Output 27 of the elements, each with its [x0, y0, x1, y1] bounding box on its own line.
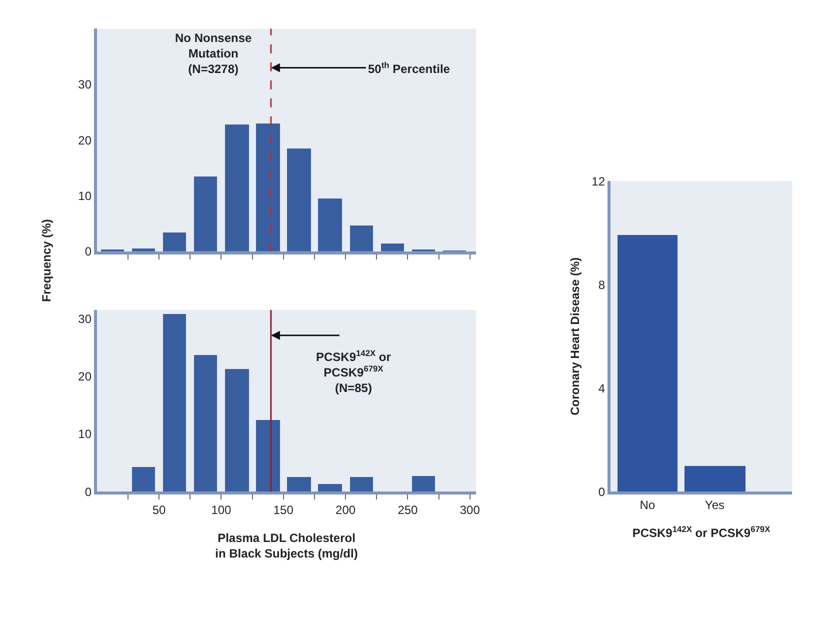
y-tick-label: 0 — [84, 484, 92, 499]
text: PCSK9$^{142X}$ or PCSK9$^{679X}$ (N=85) — [316, 348, 391, 396]
x-axis-title: PCSK9$^{142X}$ or PCSK9$^{679X}$ — [632, 524, 771, 540]
x-tick-label: No — [640, 498, 656, 512]
y-axis-title: Coronary Heart Disease (%) — [568, 257, 582, 416]
x-tick-label: 200 — [336, 503, 356, 518]
y-tick-label: 20 — [78, 370, 92, 384]
y-tick-label: 10 — [78, 188, 92, 203]
y-tick-label: 4 — [598, 381, 606, 396]
y-tick-label: 0 — [84, 244, 92, 259]
y-tick-label: 20 — [78, 133, 92, 148]
x-tick-label: 150 — [273, 503, 294, 518]
annotation: 50$^{th}$ Percentile — [368, 60, 450, 76]
x-tick-label: Yes — [704, 498, 724, 512]
y-tick-label: 0 — [598, 484, 606, 499]
annotation: No Nonsense Mutation (N=3278) — [175, 31, 252, 76]
y-tick-label: 8 — [598, 278, 606, 292]
x-tick-label: 100 — [211, 503, 232, 518]
y-tick-label: 30 — [78, 312, 92, 326]
x-axis-title: Plasma LDL Cholesterol in Black Subjects (mg/dl) — [215, 530, 358, 561]
y-axis-title: Frequency (%) — [39, 219, 54, 302]
y-tick-label: 30 — [78, 78, 92, 92]
x-tick-label: 300 — [460, 503, 480, 518]
x-tick-label: 50 — [152, 503, 166, 518]
y-tick-label: 12 — [592, 174, 606, 188]
x-tick-label: 250 — [398, 503, 418, 518]
y-tick-label: 10 — [78, 427, 92, 442]
